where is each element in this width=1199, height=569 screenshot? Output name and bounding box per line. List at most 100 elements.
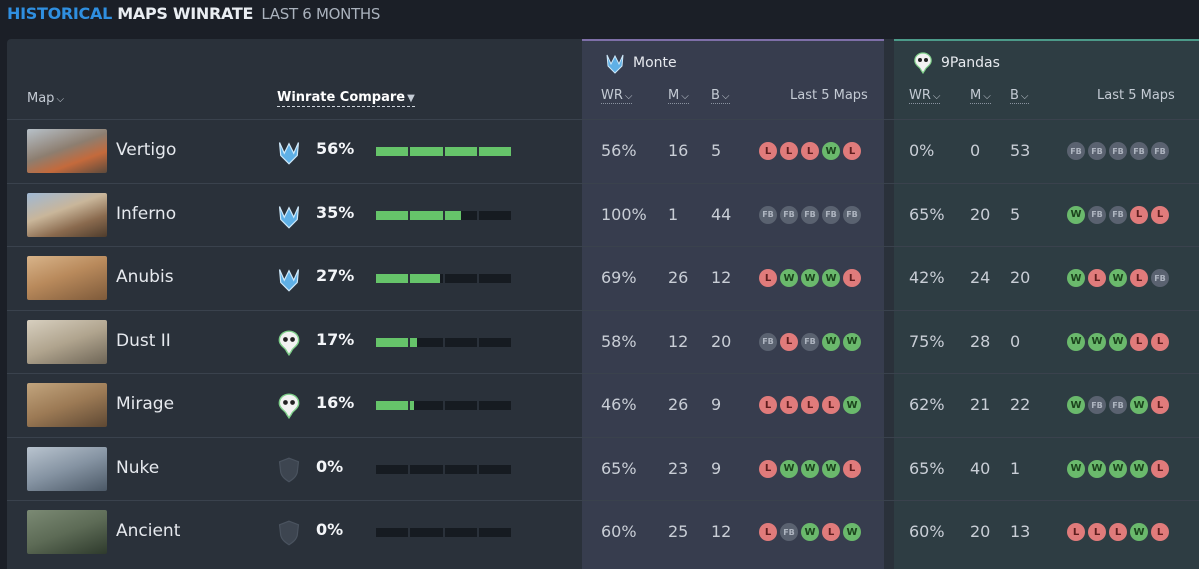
result-chip[interactable]: L — [1151, 332, 1169, 351]
result-chip[interactable]: W — [822, 142, 840, 160]
result-chip[interactable]: W — [1067, 332, 1085, 351]
result-chip[interactable]: L — [1130, 269, 1148, 287]
result-chip[interactable]: L — [759, 142, 777, 160]
bar-segment-fill — [444, 147, 477, 156]
bar-segment-fill — [478, 147, 511, 156]
result-chip[interactable]: W — [1088, 459, 1106, 478]
result-chip[interactable]: FB — [1067, 142, 1085, 160]
result-chip[interactable]: FB — [801, 332, 819, 351]
result-chip[interactable]: L — [780, 142, 798, 160]
result-chip[interactable]: L — [1088, 523, 1106, 541]
result-chip[interactable]: W — [1109, 332, 1127, 351]
result-chip[interactable]: L — [1151, 205, 1169, 224]
result-chip[interactable]: W — [1130, 523, 1148, 541]
table-row[interactable]: Anubis 27% 69% 26 12 L W W W L 42% 24 20 W L W L FB — [7, 246, 1199, 310]
result-chip[interactable]: FB — [780, 205, 798, 224]
table-row[interactable]: Vertigo 56% 56% 16 5 L L L W L 0% 0 53 FB FB FB FB FB — [7, 119, 1199, 183]
bar-segment-fill — [410, 210, 443, 220]
result-chip[interactable]: W — [1109, 459, 1127, 478]
monte-last5-maps: FB FB FB FB FB — [759, 205, 861, 224]
result-chip[interactable]: W — [822, 459, 840, 478]
result-chip[interactable]: W — [1088, 332, 1106, 351]
table-row[interactable]: Inferno 35% 100% 1 44 FB FB FB FB FB 65% 20 5 W FB FB L L — [7, 182, 1199, 247]
result-chip[interactable]: W — [1067, 205, 1085, 224]
9pandas-logo-icon — [914, 52, 932, 74]
table-row[interactable]: Nuke 0% 65% 23 9 L W W W L 65% 40 1 W W W W L — [7, 436, 1199, 501]
result-chip[interactable]: W — [801, 523, 819, 541]
winrate-compare-bar — [376, 337, 511, 347]
monte-m-value: 1 — [668, 204, 679, 224]
result-chip[interactable]: W — [1130, 396, 1148, 414]
result-chip[interactable]: W — [1130, 459, 1148, 478]
result-chip[interactable]: W — [1067, 269, 1085, 287]
result-chip[interactable]: W — [801, 459, 819, 478]
pandas-m-header[interactable]: M ⌵ — [970, 88, 991, 104]
result-chip[interactable]: FB — [1109, 396, 1127, 414]
result-chip[interactable]: L — [1130, 332, 1148, 351]
result-chip[interactable]: L — [1151, 459, 1169, 478]
result-chip[interactable]: W — [843, 332, 861, 351]
chevron-down-icon: ⌵ — [56, 94, 65, 105]
monte-b-header[interactable]: B ⌵ — [711, 88, 730, 104]
winrate-compare-sort-header[interactable]: Winrate Compare ▼ — [277, 90, 415, 107]
result-chip[interactable]: W — [780, 269, 798, 287]
bar-segment — [376, 401, 409, 410]
result-chip[interactable]: FB — [1109, 205, 1127, 224]
bar-segment — [478, 401, 511, 410]
result-chip[interactable]: L — [801, 142, 819, 160]
result-chip[interactable]: FB — [780, 523, 798, 541]
result-chip[interactable]: L — [759, 459, 777, 478]
result-chip[interactable]: FB — [1088, 142, 1106, 160]
map-sort-header[interactable]: Map ⌵ — [27, 91, 64, 106]
result-chip[interactable]: FB — [843, 205, 861, 224]
result-chip[interactable]: W — [843, 523, 861, 541]
result-chip[interactable]: L — [843, 269, 861, 287]
result-chip[interactable]: FB — [759, 332, 777, 351]
team-header-9pandas[interactable]: 9Pandas — [913, 52, 1000, 74]
result-chip[interactable]: W — [1109, 269, 1127, 287]
result-chip[interactable]: FB — [759, 205, 777, 224]
team-header-monte[interactable]: Monte — [605, 52, 677, 74]
result-chip[interactable]: L — [1151, 396, 1169, 414]
result-chip[interactable]: L — [843, 142, 861, 160]
result-chip[interactable]: W — [822, 332, 840, 351]
result-chip[interactable]: FB — [1130, 142, 1148, 160]
result-chip[interactable]: W — [801, 269, 819, 287]
result-chip[interactable]: W — [1067, 396, 1085, 414]
table-row[interactable]: Ancient 0% 60% 25 12 L FB W L W 60% 20 13 L L L W L — [7, 500, 1199, 564]
result-chip[interactable]: L — [780, 332, 798, 351]
result-chip[interactable]: L — [1130, 205, 1148, 224]
result-chip[interactable]: L — [1067, 523, 1085, 541]
result-chip[interactable]: W — [843, 396, 861, 414]
result-chip[interactable]: W — [780, 459, 798, 478]
result-chip[interactable]: L — [1109, 523, 1127, 541]
result-chip[interactable]: L — [780, 396, 798, 414]
pandas-last5-header: Last 5 Maps — [1097, 88, 1175, 103]
result-chip[interactable]: L — [1088, 269, 1106, 287]
result-chip[interactable]: L — [759, 523, 777, 541]
result-chip[interactable]: W — [1067, 459, 1085, 478]
result-chip[interactable]: L — [822, 523, 840, 541]
map-header-label: Map — [27, 91, 55, 106]
pandas-wr-header[interactable]: WR ⌵ — [909, 88, 941, 104]
result-chip[interactable]: L — [1151, 523, 1169, 541]
result-chip[interactable]: L — [759, 396, 777, 414]
result-chip[interactable]: FB — [1088, 396, 1106, 414]
result-chip[interactable]: L — [822, 396, 840, 414]
result-chip[interactable]: L — [801, 396, 819, 414]
result-chip[interactable]: W — [822, 269, 840, 287]
table-row[interactable]: Mirage 16% 46% 26 9 L L L L W 62% 21 22 W FB FB W L — [7, 373, 1199, 437]
table-row[interactable]: Dust II 17% 58% 12 20 FB L FB W W 75% 28 0 W W W L L — [7, 309, 1199, 374]
result-chip[interactable]: FB — [1109, 142, 1127, 160]
result-chip[interactable]: FB — [822, 205, 840, 224]
result-chip[interactable]: FB — [801, 205, 819, 224]
result-chip[interactable]: FB — [1151, 269, 1169, 287]
result-chip[interactable]: L — [759, 269, 777, 287]
monte-wr-header[interactable]: WR ⌵ — [601, 88, 633, 104]
monte-m-header[interactable]: M ⌵ — [668, 88, 689, 104]
result-chip[interactable]: L — [843, 459, 861, 478]
result-chip[interactable]: FB — [1151, 142, 1169, 160]
result-chip[interactable]: FB — [1088, 205, 1106, 224]
pandas-b-header[interactable]: B ⌵ — [1010, 88, 1029, 104]
